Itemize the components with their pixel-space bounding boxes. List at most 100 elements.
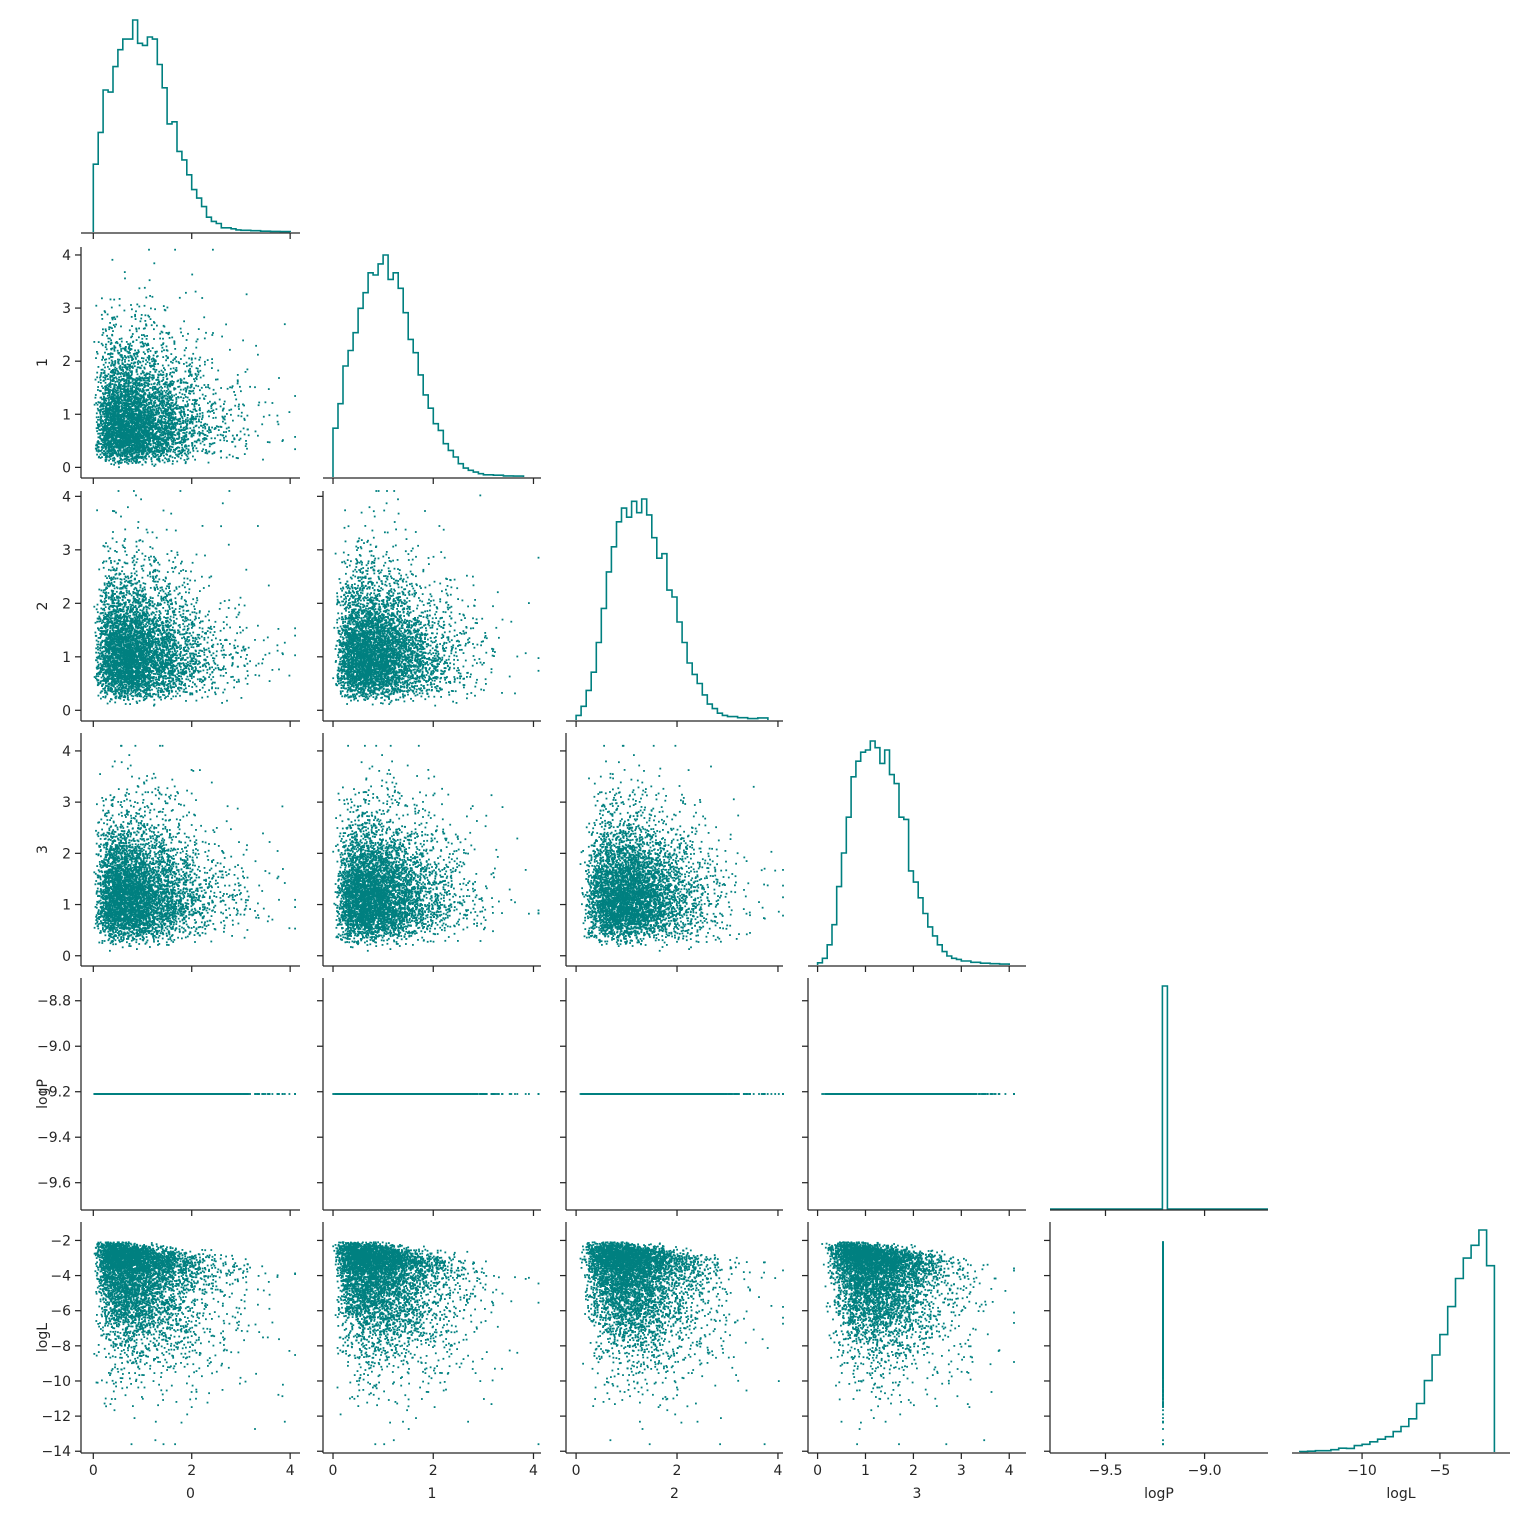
scatter-point (165, 419, 167, 421)
scatter-point (104, 370, 106, 372)
scatter-point (123, 366, 125, 368)
scatter-point (98, 341, 100, 343)
scatter-point (215, 393, 217, 395)
scatter-point (93, 341, 95, 343)
scatter-point (144, 377, 146, 379)
scatter-point (132, 462, 134, 464)
scatter-point (187, 333, 189, 335)
scatter-point (108, 420, 110, 422)
scatter-point (174, 457, 176, 459)
scatter-point (193, 427, 195, 429)
scatter-point (96, 416, 98, 418)
scatter-point (128, 456, 130, 458)
scatter-point (108, 358, 110, 360)
scatter-point (220, 434, 222, 436)
scatter-point (105, 344, 107, 346)
scatter-point (197, 338, 199, 340)
scatter-point (102, 344, 104, 346)
scatter-point (164, 457, 166, 459)
scatter-point (158, 374, 160, 376)
scatter-point (151, 383, 153, 385)
scatter-point (210, 431, 212, 433)
scatter-point (156, 369, 158, 371)
scatter-point (117, 350, 119, 352)
scatter-point (149, 365, 151, 367)
scatter-point (153, 262, 155, 264)
scatter-point (198, 359, 200, 361)
histogram-0 (93, 20, 290, 232)
scatter-point (119, 298, 121, 300)
scatter-point (257, 435, 259, 437)
scatter-point (176, 367, 178, 369)
scatter-point (128, 380, 130, 382)
scatter-point (269, 441, 271, 443)
scatter-point (186, 431, 188, 433)
scatter-point (185, 371, 187, 373)
scatter-point (184, 450, 186, 452)
scatter-point (238, 404, 240, 406)
scatter-point (224, 401, 226, 403)
scatter-point (186, 362, 188, 364)
scatter-point (181, 455, 183, 457)
scatter-point (131, 345, 133, 347)
scatter-point (187, 453, 189, 455)
scatter-point (164, 425, 166, 427)
scatter-point (102, 387, 104, 389)
scatter-point (219, 439, 221, 441)
scatter-point (96, 421, 98, 423)
scatter-point (207, 411, 209, 413)
scatter-point (166, 332, 168, 334)
scatter-point (170, 415, 172, 417)
scatter-point (212, 249, 214, 251)
scatter-point (193, 378, 195, 380)
scatter-point (114, 462, 116, 464)
scatter-point (200, 425, 202, 427)
scatter-point (131, 325, 133, 327)
scatter-point (232, 441, 234, 443)
scatter-point (237, 374, 239, 376)
scatter-point (100, 379, 102, 381)
scatter-point (247, 415, 249, 417)
scatter-point (118, 466, 120, 468)
scatter-point (145, 314, 147, 316)
scatter-point (194, 406, 196, 408)
scatter-point (125, 367, 127, 369)
scatter-point (284, 323, 286, 325)
scatter-point (244, 453, 246, 455)
scatter-point (121, 338, 123, 340)
scatter-point (193, 404, 195, 406)
scatter-point (194, 418, 196, 420)
scatter-point (169, 460, 171, 462)
scatter-point (101, 385, 103, 387)
scatter-point (159, 396, 161, 398)
scatter-point (180, 410, 182, 412)
scatter-point (105, 328, 107, 330)
scatter-point (182, 393, 184, 395)
scatter-point (196, 413, 198, 415)
scatter-point (226, 428, 228, 430)
scatter-point (163, 422, 165, 424)
scatter-point (145, 363, 147, 365)
scatter-point (106, 348, 108, 350)
scatter-point (172, 456, 174, 458)
scatter-point (228, 430, 230, 432)
scatter-point (103, 376, 105, 378)
scatter-point (258, 404, 260, 406)
scatter-point (226, 457, 228, 459)
scatter-point (175, 394, 177, 396)
scatter-point (174, 348, 176, 350)
scatter-point (200, 421, 202, 423)
scatter-point (172, 460, 174, 462)
scatter-point (163, 455, 165, 457)
scatter-point (144, 320, 146, 322)
scatter-point (212, 453, 214, 455)
scatter-point (211, 358, 213, 360)
scatter-point (148, 249, 150, 251)
scatter-point (141, 365, 143, 367)
scatter-point (152, 296, 154, 298)
scatter-point (146, 380, 148, 382)
scatter-point (98, 366, 100, 368)
scatter-point (217, 434, 219, 436)
scatter-point (188, 365, 190, 367)
